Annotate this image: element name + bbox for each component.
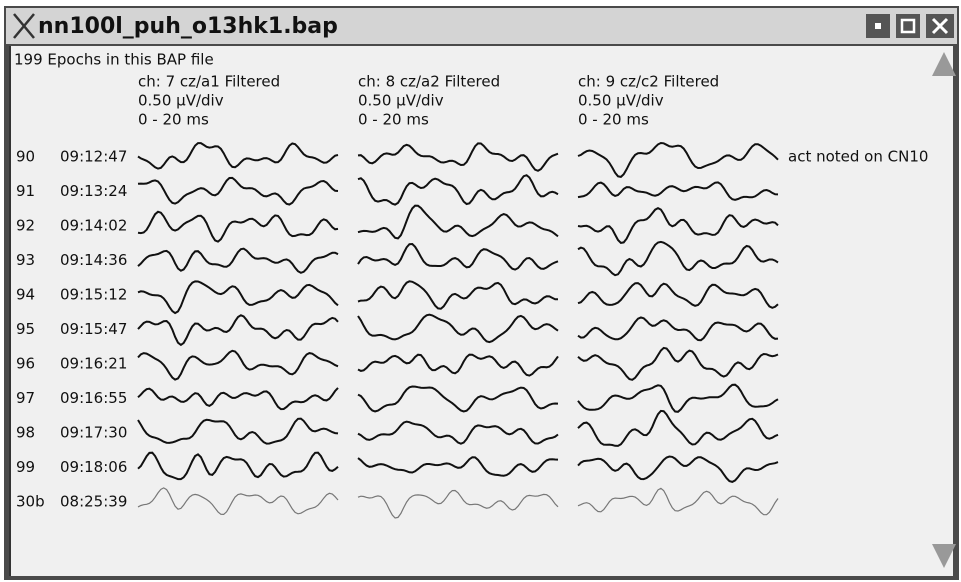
window-buttons (866, 14, 954, 38)
epoch-number: 90 (16, 148, 35, 166)
epoch-time: 09:16:21 (60, 355, 127, 373)
waveform (137, 417, 339, 445)
window-title: nn100l_puh_o13hk1.bap (38, 14, 338, 39)
scroll-up-arrow[interactable] (932, 52, 956, 76)
channel-name: ch: 9 cz/c2 Filtered (578, 73, 719, 91)
scroll-down-arrow[interactable] (932, 544, 956, 568)
waveform (137, 210, 339, 243)
epoch-time: 08:25:39 (60, 493, 127, 511)
waveform (137, 280, 339, 315)
epoch-number: 92 (16, 217, 35, 235)
waveform (137, 387, 339, 411)
waveform (577, 141, 779, 178)
waveform (137, 176, 339, 206)
waveform (577, 409, 779, 447)
epoch-time: 09:16:55 (60, 389, 127, 407)
epoch-time: 09:14:02 (60, 217, 127, 235)
maximize-icon (900, 18, 916, 34)
waveform (357, 204, 559, 240)
waveform (577, 383, 779, 413)
epoch-note: act noted on CN10 (788, 148, 928, 166)
waveform (137, 142, 339, 170)
waveform (137, 349, 339, 381)
waveform (357, 242, 559, 271)
waveform (357, 489, 559, 519)
epoch-number: 99 (16, 458, 35, 476)
waveform (137, 314, 339, 347)
channel-range: 0 - 20 ms (578, 111, 649, 129)
epoch-time: 09:15:12 (60, 286, 127, 304)
epoch-number: 98 (16, 424, 35, 442)
waveform (357, 280, 559, 310)
waveform (577, 181, 779, 201)
waveform (577, 282, 779, 309)
waveform (357, 456, 559, 477)
app-icon (13, 13, 35, 39)
epoch-time: 09:18:06 (60, 458, 127, 476)
channel-range: 0 - 20 ms (358, 111, 429, 129)
waveform (357, 385, 559, 413)
waveform (357, 420, 559, 445)
epoch-time: 09:12:47 (60, 148, 127, 166)
epoch-number: 95 (16, 320, 35, 338)
epoch-time: 09:17:30 (60, 424, 127, 442)
waveform (357, 353, 559, 377)
waveform (357, 174, 559, 206)
waveform (577, 455, 779, 483)
title-bar (6, 8, 957, 44)
epoch-time: 09:15:47 (60, 320, 127, 338)
epoch-number: 91 (16, 182, 35, 200)
waveform (577, 206, 779, 244)
waveform (577, 487, 779, 516)
channel-scale: 0.50 μV/div (578, 92, 664, 110)
waveform (137, 451, 339, 481)
waveform (577, 240, 779, 277)
waveform (137, 247, 339, 274)
epoch-time: 09:14:36 (60, 251, 127, 269)
waveform (137, 487, 339, 516)
channel-range: 0 - 20 ms (138, 111, 209, 129)
epoch-number: 94 (16, 286, 35, 304)
waveform (577, 346, 779, 381)
minimize-icon (875, 23, 881, 29)
close-icon (931, 17, 949, 35)
epoch-time: 09:13:24 (60, 182, 127, 200)
epoch-count: 199 Epochs in this BAP file (14, 51, 214, 69)
content-area (10, 46, 953, 576)
channel-scale: 0.50 μV/div (358, 92, 444, 110)
epoch-number: 93 (16, 251, 35, 269)
waveform (357, 313, 559, 344)
waveform (577, 316, 779, 342)
epoch-number: 30b (16, 493, 45, 511)
epoch-number: 96 (16, 355, 35, 373)
waveform (357, 142, 559, 172)
channel-name: ch: 7 cz/a1 Filtered (138, 73, 280, 91)
epoch-number: 97 (16, 389, 35, 407)
channel-name: ch: 8 cz/a2 Filtered (358, 73, 500, 91)
channel-scale: 0.50 μV/div (138, 92, 224, 110)
maximize-button[interactable] (896, 14, 920, 38)
